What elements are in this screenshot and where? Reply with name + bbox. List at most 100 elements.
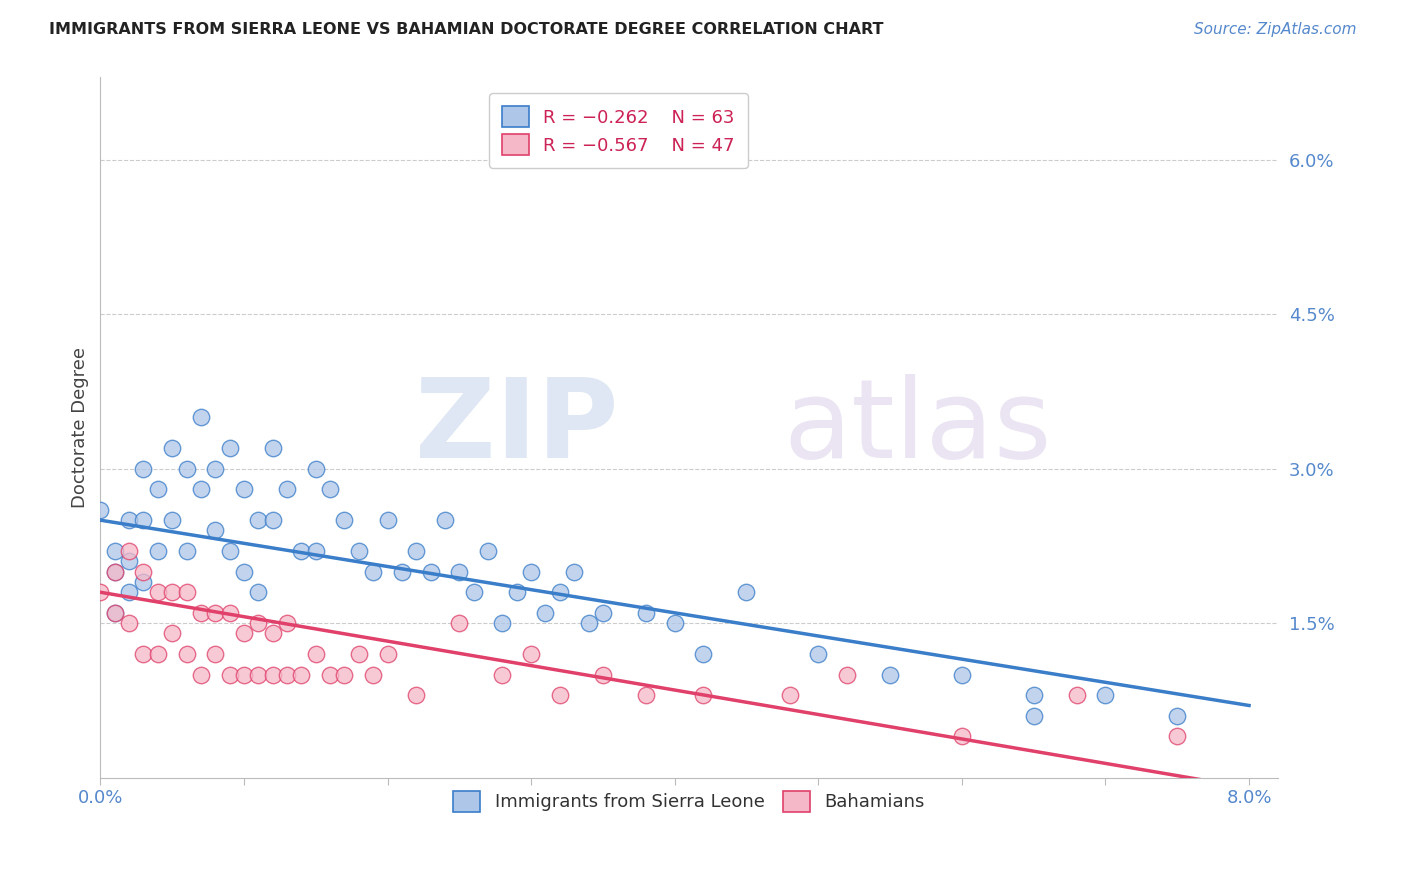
Point bbox=[520, 647, 543, 661]
Point bbox=[361, 565, 384, 579]
Point bbox=[247, 585, 270, 599]
Point bbox=[118, 616, 141, 631]
Point bbox=[1022, 688, 1045, 702]
Point bbox=[204, 524, 226, 538]
Point bbox=[377, 513, 399, 527]
Point bbox=[247, 667, 270, 681]
Point bbox=[104, 565, 127, 579]
Point bbox=[232, 565, 254, 579]
Point bbox=[463, 585, 485, 599]
Point bbox=[262, 441, 284, 455]
Point bbox=[377, 647, 399, 661]
Point bbox=[433, 513, 456, 527]
Point bbox=[879, 667, 901, 681]
Point bbox=[779, 688, 801, 702]
Point bbox=[232, 483, 254, 497]
Point bbox=[562, 565, 585, 579]
Point bbox=[160, 513, 183, 527]
Point bbox=[204, 606, 226, 620]
Point bbox=[506, 585, 529, 599]
Point bbox=[160, 626, 183, 640]
Point bbox=[262, 626, 284, 640]
Point bbox=[578, 616, 600, 631]
Point bbox=[104, 606, 127, 620]
Point bbox=[449, 565, 471, 579]
Point bbox=[347, 647, 370, 661]
Point bbox=[132, 647, 155, 661]
Point bbox=[634, 606, 657, 620]
Point bbox=[247, 513, 270, 527]
Point bbox=[276, 616, 298, 631]
Point bbox=[477, 544, 499, 558]
Point bbox=[534, 606, 557, 620]
Point bbox=[89, 503, 111, 517]
Point bbox=[176, 461, 198, 475]
Point bbox=[1166, 708, 1188, 723]
Point bbox=[247, 616, 270, 631]
Point bbox=[548, 585, 571, 599]
Point bbox=[160, 585, 183, 599]
Point bbox=[132, 513, 155, 527]
Point bbox=[835, 667, 858, 681]
Y-axis label: Doctorate Degree: Doctorate Degree bbox=[72, 347, 89, 508]
Point bbox=[146, 585, 169, 599]
Point bbox=[449, 616, 471, 631]
Point bbox=[190, 410, 212, 425]
Point bbox=[305, 544, 328, 558]
Point bbox=[190, 483, 212, 497]
Point bbox=[146, 647, 169, 661]
Point bbox=[290, 544, 312, 558]
Point bbox=[1094, 688, 1116, 702]
Point bbox=[592, 606, 614, 620]
Point bbox=[391, 565, 413, 579]
Text: ZIP: ZIP bbox=[415, 374, 619, 481]
Point bbox=[491, 616, 513, 631]
Text: IMMIGRANTS FROM SIERRA LEONE VS BAHAMIAN DOCTORATE DEGREE CORRELATION CHART: IMMIGRANTS FROM SIERRA LEONE VS BAHAMIAN… bbox=[49, 22, 884, 37]
Point bbox=[118, 544, 141, 558]
Point bbox=[104, 544, 127, 558]
Point bbox=[1022, 708, 1045, 723]
Point bbox=[190, 606, 212, 620]
Point bbox=[592, 667, 614, 681]
Point bbox=[735, 585, 758, 599]
Point bbox=[176, 647, 198, 661]
Point bbox=[218, 606, 240, 620]
Point bbox=[104, 606, 127, 620]
Point bbox=[950, 667, 973, 681]
Point bbox=[405, 688, 427, 702]
Point bbox=[160, 441, 183, 455]
Point bbox=[1066, 688, 1088, 702]
Point bbox=[104, 565, 127, 579]
Point bbox=[692, 647, 714, 661]
Text: atlas: atlas bbox=[783, 374, 1052, 481]
Point bbox=[276, 667, 298, 681]
Point bbox=[491, 667, 513, 681]
Point bbox=[218, 544, 240, 558]
Point bbox=[232, 626, 254, 640]
Point bbox=[634, 688, 657, 702]
Point bbox=[218, 667, 240, 681]
Point bbox=[176, 544, 198, 558]
Point bbox=[405, 544, 427, 558]
Point bbox=[132, 565, 155, 579]
Point bbox=[807, 647, 830, 661]
Point bbox=[118, 585, 141, 599]
Text: Source: ZipAtlas.com: Source: ZipAtlas.com bbox=[1194, 22, 1357, 37]
Point bbox=[204, 461, 226, 475]
Point bbox=[118, 513, 141, 527]
Point bbox=[218, 441, 240, 455]
Point bbox=[132, 574, 155, 589]
Point bbox=[1166, 730, 1188, 744]
Point bbox=[692, 688, 714, 702]
Point bbox=[664, 616, 686, 631]
Point bbox=[419, 565, 441, 579]
Point bbox=[548, 688, 571, 702]
Point bbox=[146, 544, 169, 558]
Point bbox=[333, 667, 356, 681]
Point bbox=[146, 483, 169, 497]
Point bbox=[305, 461, 328, 475]
Point bbox=[89, 585, 111, 599]
Point bbox=[232, 667, 254, 681]
Point bbox=[132, 461, 155, 475]
Point bbox=[319, 667, 342, 681]
